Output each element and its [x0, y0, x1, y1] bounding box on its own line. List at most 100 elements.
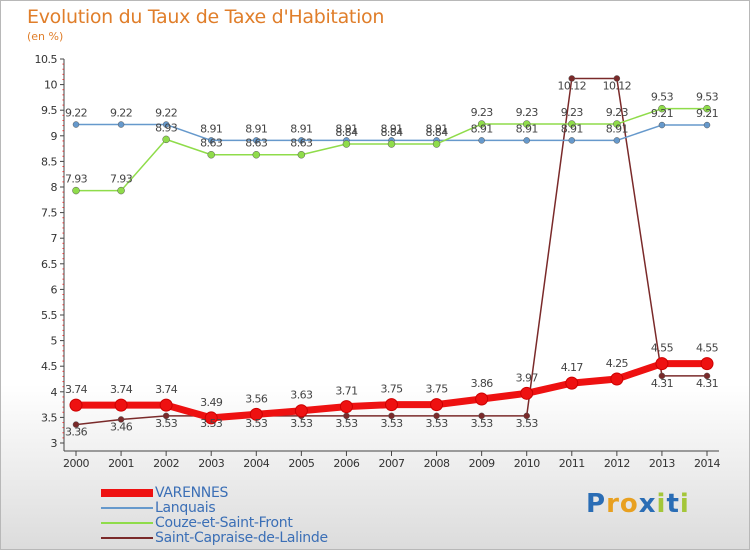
y-minor-tick	[62, 324, 64, 326]
data-label: 8.91	[426, 122, 448, 135]
y-minor-tick	[62, 242, 64, 244]
y-minor-tick	[62, 176, 64, 178]
data-point	[207, 137, 215, 144]
data-label: 3.74	[65, 383, 88, 396]
y-minor-tick	[62, 222, 64, 224]
data-label: 3.53	[200, 417, 223, 430]
y-minor-tick	[62, 386, 64, 388]
data-label: 3.63	[290, 389, 313, 402]
data-point	[610, 372, 624, 386]
y-tick-label: 8.5	[41, 155, 57, 168]
data-point	[703, 104, 711, 113]
y-minor-tick	[62, 319, 64, 321]
data-label: 8.63	[290, 137, 313, 150]
data-label: 8.63	[245, 137, 268, 150]
data-point	[478, 137, 485, 144]
data-label: 3.74	[155, 383, 178, 396]
chart-lines	[69, 75, 714, 428]
y-minor-tick	[62, 283, 64, 285]
data-label: 9.22	[65, 107, 87, 120]
data-label: 9.21	[651, 107, 673, 120]
data-point	[294, 404, 308, 418]
x-tick-label: 2011	[559, 457, 585, 470]
chart-legend: VARENNES Lanquais Couze-et-Saint-Front Sain…	[101, 485, 328, 546]
y-minor-tick	[62, 437, 64, 439]
y-minor-tick	[62, 63, 64, 65]
y-minor-tick	[62, 253, 64, 255]
data-point	[568, 75, 576, 82]
y-tick-label: 8	[51, 181, 58, 194]
data-point	[523, 412, 530, 420]
y-minor-tick	[62, 140, 64, 142]
y-tick-label: 3	[51, 437, 58, 450]
y-minor-tick	[62, 258, 64, 260]
data-label: 8.91	[561, 122, 583, 135]
logo-letter: o	[619, 489, 639, 519]
data-point	[523, 137, 530, 144]
chart-data-labels: 9.22 9.22 9.22 8.91 8.91 8.91 8.91 8.91 8.91 8.91…	[65, 79, 719, 438]
y-minor-tick	[62, 268, 64, 270]
data-point	[568, 120, 576, 128]
data-point	[162, 135, 170, 144]
data-label: 8.91	[380, 122, 402, 135]
data-label: 3.53	[380, 417, 403, 430]
x-tick-label: 2002	[153, 457, 179, 470]
y-minor-tick	[62, 273, 64, 275]
y-minor-tick	[62, 278, 64, 280]
y-tick-label: 10.5	[35, 53, 58, 66]
data-label: 3.46	[110, 420, 133, 433]
data-point	[298, 137, 305, 144]
data-label: 8.91	[335, 122, 357, 135]
data-point	[658, 104, 666, 113]
x-tick-label: 2004	[243, 457, 269, 470]
data-point	[478, 412, 485, 420]
y-minor-tick	[62, 401, 64, 403]
data-label: 9.23	[606, 106, 629, 119]
data-point	[69, 398, 83, 412]
x-tick-label: 2010	[514, 457, 540, 470]
x-tick-label: 2007	[379, 457, 405, 470]
data-label: 8.91	[245, 122, 267, 135]
data-point	[204, 411, 218, 425]
data-label: 4.17	[561, 361, 584, 374]
data-point	[385, 398, 398, 412]
y-minor-tick	[62, 432, 64, 434]
y-minor-tick	[62, 304, 64, 306]
y-minor-tick	[62, 370, 64, 372]
data-point	[430, 398, 444, 412]
data-point	[658, 121, 666, 129]
y-minor-tick	[62, 396, 64, 398]
data-point	[520, 386, 534, 400]
y-minor-tick	[62, 196, 64, 198]
y-minor-tick	[62, 345, 64, 347]
data-label: 4.55	[696, 342, 719, 355]
data-point	[565, 376, 579, 390]
y-minor-tick	[62, 78, 64, 80]
data-point	[72, 421, 80, 428]
y-minor-tick	[62, 334, 64, 336]
y-minor-tick	[62, 411, 64, 413]
data-point	[658, 372, 666, 380]
data-point	[117, 416, 125, 423]
y-minor-tick	[62, 350, 64, 352]
data-label: 4.31	[651, 377, 673, 390]
x-tick-label: 2000	[63, 457, 89, 470]
x-tick-label: 2009	[469, 457, 495, 470]
data-point	[703, 121, 711, 129]
data-label: 3.86	[471, 377, 494, 390]
data-label: 9.23	[561, 106, 584, 119]
data-label: 8.63	[200, 137, 223, 150]
data-label: 4.55	[651, 342, 674, 355]
data-label: 3.53	[155, 417, 178, 430]
data-label: 3.71	[335, 385, 357, 398]
x-tick-label: 2005	[288, 457, 314, 470]
y-minor-tick	[62, 227, 64, 229]
y-minor-tick	[62, 206, 64, 208]
data-label: 8.91	[290, 122, 312, 135]
x-tick-label: 2012	[604, 457, 630, 470]
y-tick-label: 9	[51, 130, 58, 143]
x-tick-label: 2008	[424, 457, 450, 470]
data-point	[117, 121, 125, 128]
y-tick-label: 4	[51, 386, 58, 399]
data-label: 8.91	[471, 122, 493, 135]
